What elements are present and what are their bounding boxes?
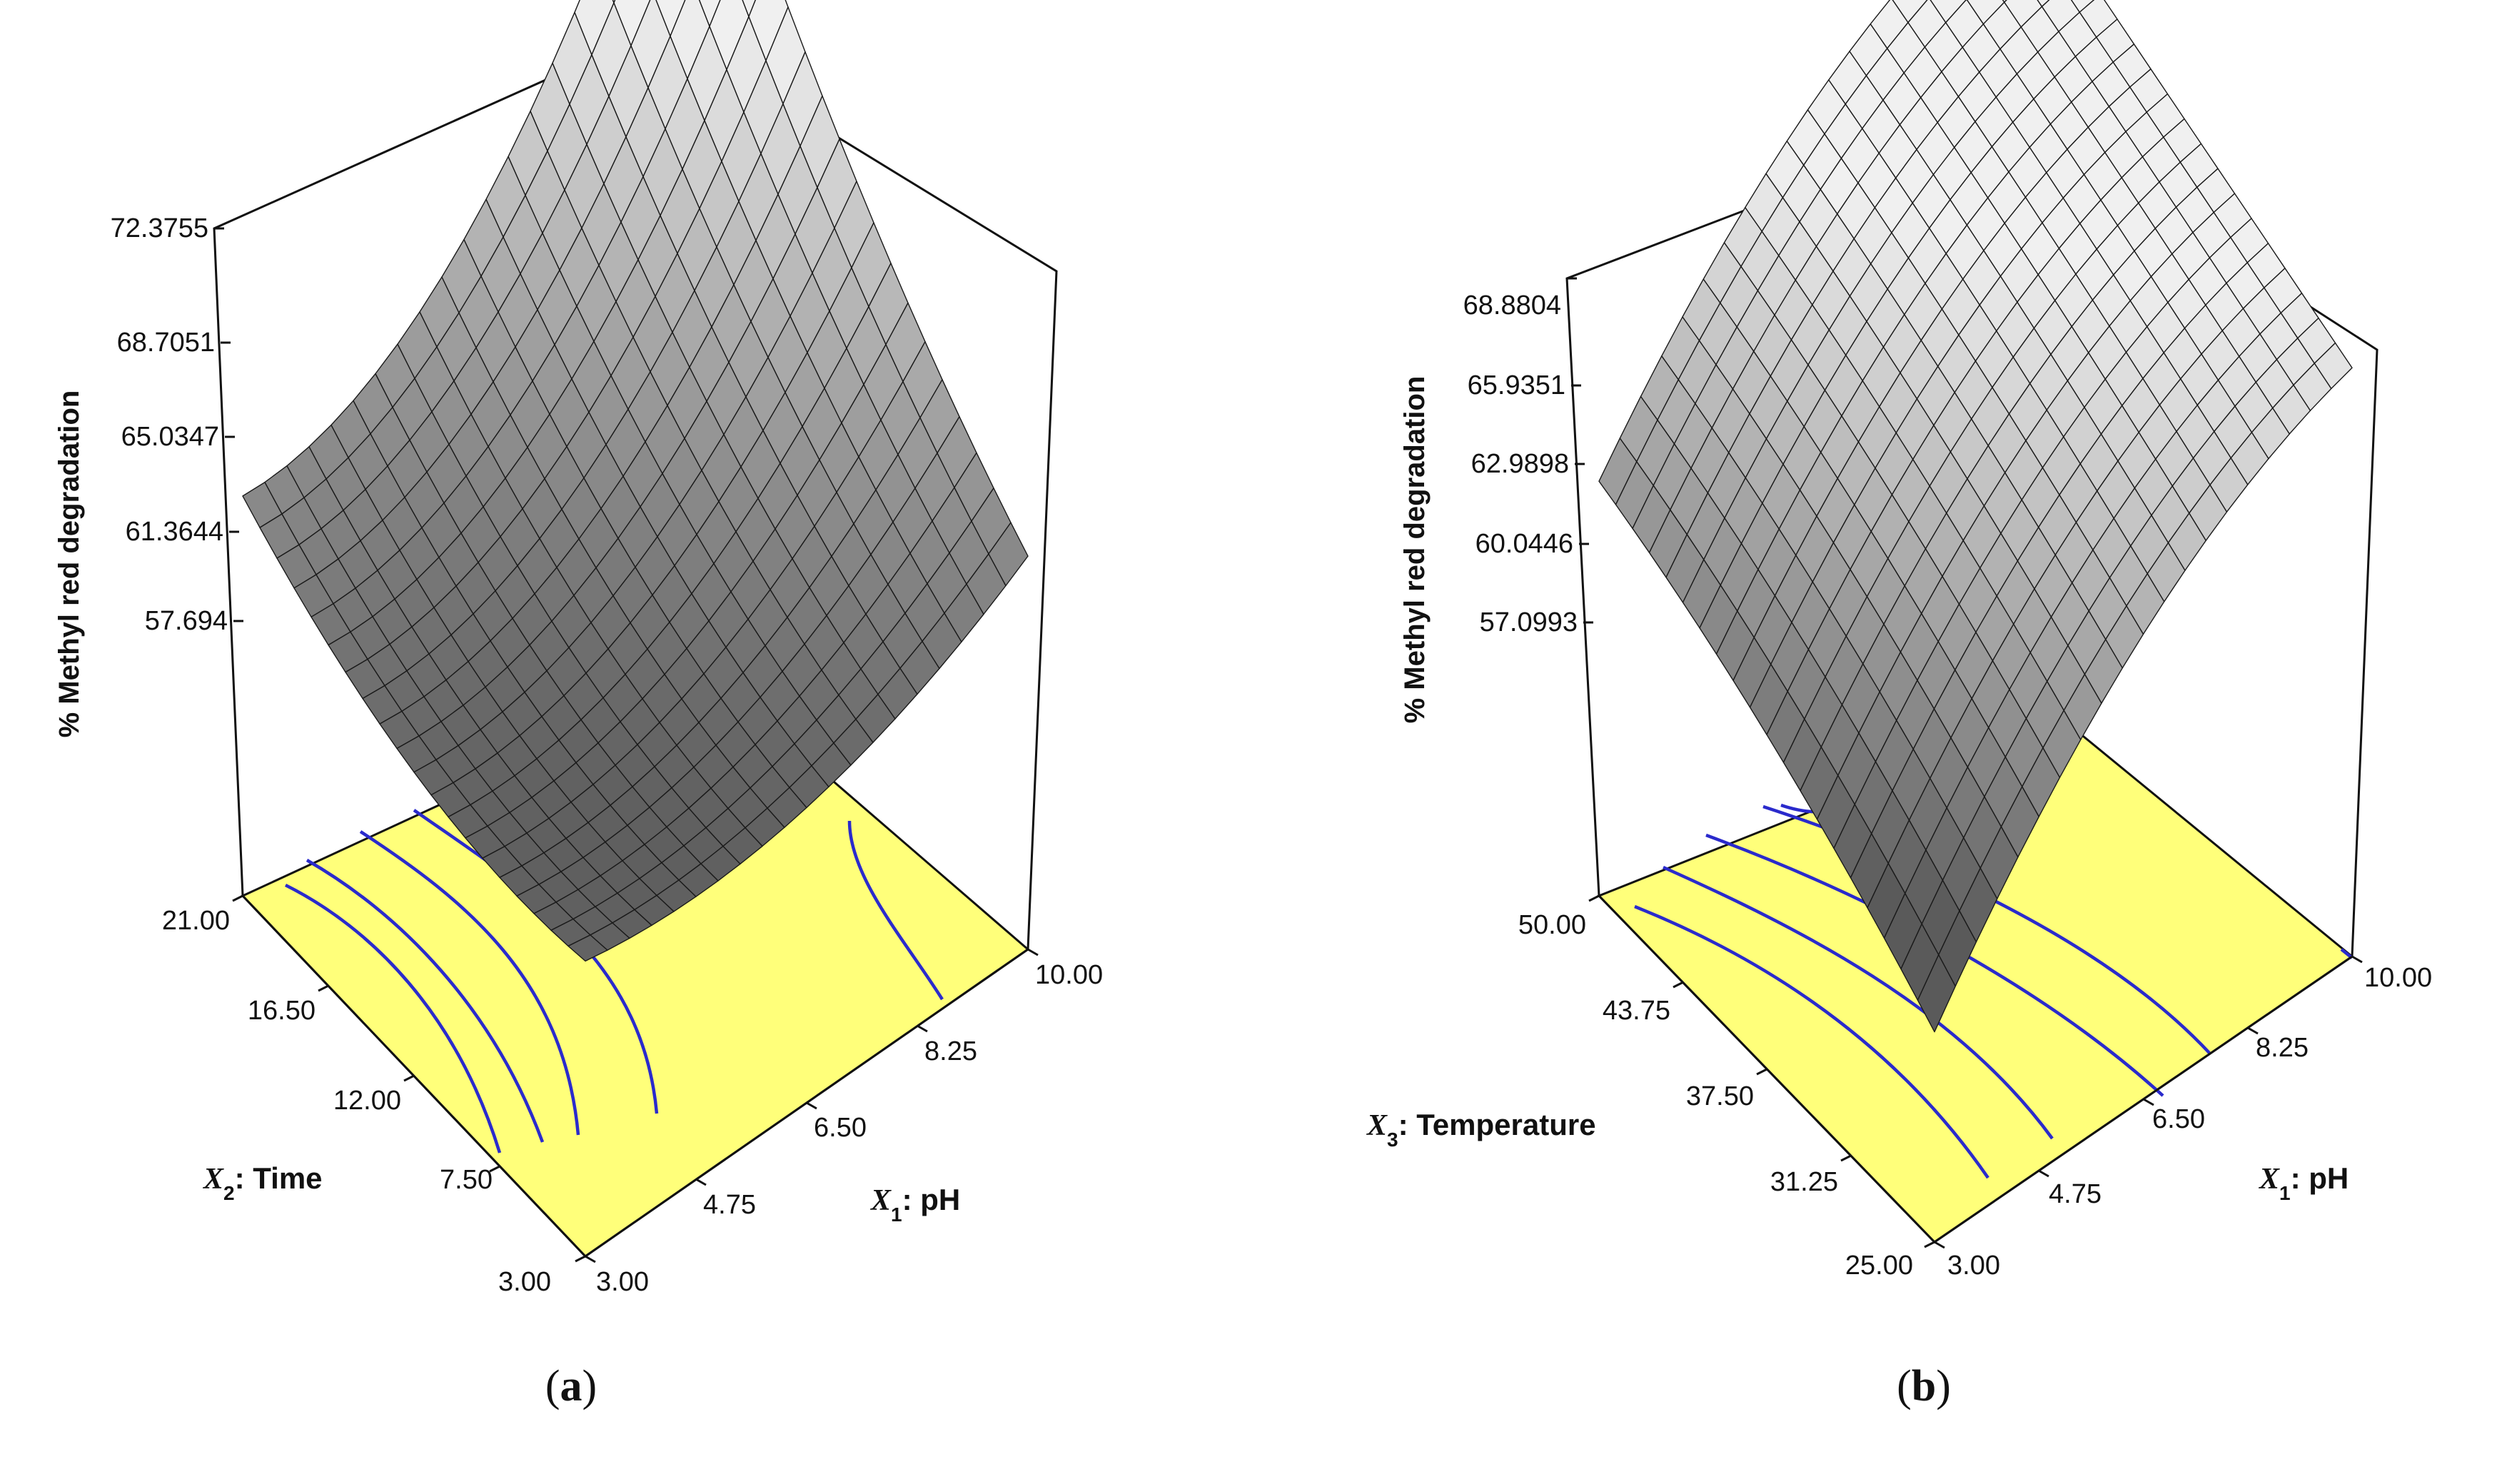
chart-b-x1-tick-label: 10.00 [2364,963,2432,993]
chart-b-panel-label: (b) [1897,1362,1951,1410]
chart-a-x2-tick [575,1255,586,1263]
chart-b-z-tick-label: 60.0446 [1476,529,1573,559]
chart-a-x2-tick [489,1165,500,1173]
chart-b-x1-tick [2143,1098,2154,1106]
chart-a-x1-title: X1: pH [869,1183,960,1226]
chart-b-front-edge [1598,894,1936,1243]
chart-a-surface-cell [742,0,757,17]
chart-b-x1-tick [1934,1241,1945,1249]
chart-b-z-tick-label: 57.0993 [1480,607,1578,637]
chart-a-x2-tick [403,1074,415,1082]
chart-a-x2-tick-label: 12.00 [333,1086,401,1116]
chart-b-surface-cell [2314,342,2353,390]
chart-a-x2-tick [318,984,329,992]
chart-b-x1-tick-label: 6.50 [2152,1104,2205,1134]
chart-a-x2-tick-label: 16.50 [248,996,316,1026]
chart-b-x1-tick [2351,955,2363,964]
chart-b-x3-tick [1840,1154,1852,1162]
chart-a-contour [306,859,545,1143]
chart-b-x3-tick-label: 37.50 [1686,1081,1754,1111]
chart-b-x3-tick [1756,1068,1767,1076]
chart-b-x1-tick [2247,1026,2259,1035]
chart-b-x3-tick-label: 43.75 [1603,996,1670,1026]
chart-b-z-axis: 68.8804 65.9351 62.9898 60.0446 57.0993 … [1399,277,1593,724]
chart-b-x3-tick [1588,894,1600,902]
chart-b-z-tick-label: 62.9898 [1471,449,1569,479]
chart-a-x2-tick [232,894,243,902]
chart-b: 68.8804 65.9351 62.9898 60.0446 57.0993 … [1366,0,2432,1410]
chart-a-z-axis: 72.3755 68.7051 65.0347 61.3644 57.694 %… [54,213,243,737]
chart-b-x1-tick [2038,1169,2049,1178]
chart-a-x1-tick-label: 6.50 [814,1113,867,1143]
chart-b-x1-tick-label: 3.00 [1947,1251,2000,1281]
chart-a-surface-cell [698,0,721,27]
chart-a-contour [847,820,944,1001]
chart-a-x1-axis: 3.00 4.75 6.50 8.25 10.00 X1: pH [585,948,1103,1297]
chart-b-surface [1598,0,2353,1033]
chart-b-x3-tick [1924,1241,1935,1248]
chart-b-x1-axis: 3.00 4.75 6.50 8.25 10.00 X1: pH [1934,955,2432,1281]
chart-a-contour [284,883,502,1154]
chart-b-front-edge [1934,955,2353,1243]
chart-b-z-title: % Methyl red degradation [1399,376,1431,724]
chart-b-contour [1634,904,1989,1179]
chart-a-z-title: % Methyl red degradation [54,390,85,738]
chart-a-z-tick-label: 61.3644 [126,517,223,547]
chart-a-panel-label: (a) [545,1362,597,1410]
chart-b-x3-tick [1673,981,1684,989]
chart-a-z-tick-label: 72.3755 [111,213,208,243]
chart-b-x3-tick-label: 31.25 [1770,1167,1838,1197]
chart-a-z-tick-label: 68.7051 [117,328,215,358]
chart-b-x3-axis: 50.00 43.75 37.50 31.25 25.00 X3: Temper… [1366,894,1935,1281]
chart-a: 72.3755 68.7051 65.0347 61.3644 57.694 %… [54,0,1103,1410]
chart-b-contour [1663,865,2054,1140]
chart-a-x1-tick [917,1024,928,1033]
chart-a-x2-axis: 21.00 16.50 12.00 7.50 3.00 X2: Time [162,894,586,1297]
chart-a-x1-tick-label: 8.25 [924,1036,977,1066]
chart-b-z-tick-label: 68.8804 [1463,291,1561,320]
chart-a-x1-tick-label: 4.75 [703,1190,756,1220]
chart-a-x1-tick [1027,948,1039,956]
chart-a-x1-tick [806,1101,817,1110]
chart-a-z-tick-label: 57.694 [145,606,228,636]
chart-b-x1-tick-label: 4.75 [2049,1179,2102,1209]
chart-b-x3-title: X3: Temperature [1366,1108,1596,1151]
chart-a-contour [359,830,580,1136]
chart-a-x2-tick-label: 21.00 [162,906,230,936]
chart-a-x1-tick [695,1178,707,1186]
chart-b-x1-title: X1: pH [2258,1161,2349,1204]
chart-b-x3-tick-label: 25.00 [1845,1251,1913,1281]
chart-a-x2-tick-label: 3.00 [498,1267,551,1297]
chart-a-x2-tick-label: 7.50 [440,1165,493,1195]
chart-a-x1-tick-label: 3.00 [596,1267,649,1297]
chart-b-z-tick-label: 65.9351 [1468,370,1565,400]
chart-a-surface [242,0,1029,962]
chart-a-x1-tick [585,1255,596,1263]
chart-b-x1-tick-label: 8.25 [2256,1033,2309,1063]
chart-b-x3-tick-label: 50.00 [1518,910,1586,940]
chart-a-x1-tick-label: 10.00 [1035,960,1103,990]
chart-b-surface-cell [2037,0,2050,7]
chart-a-surface-cell [988,522,1029,587]
chart-a-x2-title: X2: Time [202,1161,323,1204]
chart-a-z-tick-label: 65.0347 [121,422,219,452]
